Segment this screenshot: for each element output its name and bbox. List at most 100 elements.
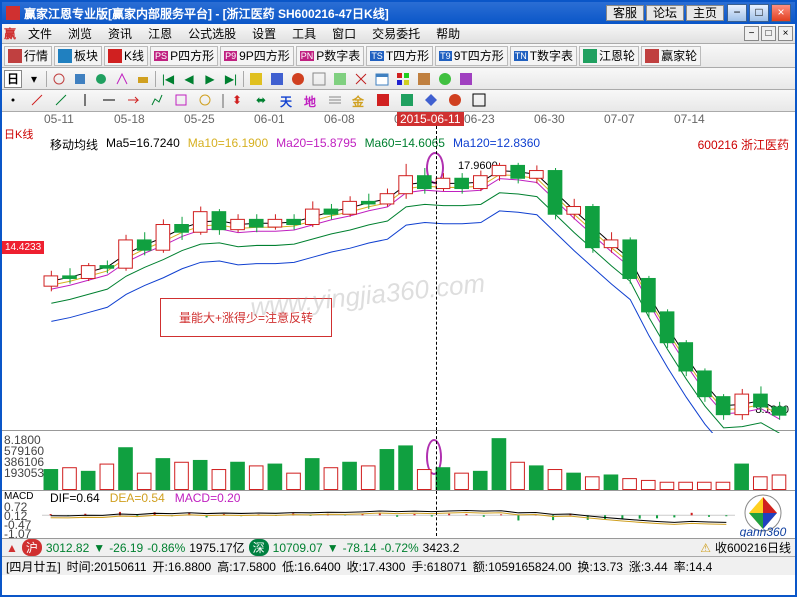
nav-last[interactable]: ▶| bbox=[222, 70, 240, 88]
mdi-close[interactable]: × bbox=[778, 26, 793, 41]
tool-e[interactable] bbox=[134, 70, 152, 88]
luntan-button[interactable]: 论坛 bbox=[646, 5, 684, 21]
b-rate: 率:14.4 bbox=[674, 558, 713, 575]
highlight-date: 2015-06-11 bbox=[397, 112, 464, 126]
dt-6[interactable] bbox=[126, 93, 142, 109]
close-button[interactable]: × bbox=[771, 4, 791, 22]
logo-icon: 赢 bbox=[4, 25, 16, 42]
dt-gold[interactable]: 金 bbox=[352, 93, 368, 109]
dt-e[interactable] bbox=[448, 93, 464, 109]
price-chart[interactable]: 日K线 移动均线 Ma5=16.7240Ma10=16.1900Ma20=15.… bbox=[2, 126, 795, 431]
hu-val: 3012.82 bbox=[46, 541, 89, 555]
btn-7[interactable] bbox=[415, 70, 433, 88]
tb1-3[interactable]: PSP四方形 bbox=[150, 46, 218, 66]
menu-info[interactable]: 资讯 bbox=[100, 25, 140, 42]
b-close: 收:17.4300 bbox=[347, 558, 406, 575]
minimize-button[interactable]: − bbox=[727, 4, 747, 22]
maximize-button[interactable]: □ bbox=[749, 4, 769, 22]
dt-3[interactable] bbox=[54, 93, 70, 109]
btn-cal[interactable] bbox=[373, 70, 391, 88]
b-huan: 换:13.73 bbox=[578, 558, 623, 575]
tool-c[interactable] bbox=[92, 70, 110, 88]
tb1-1[interactable]: 板块 bbox=[54, 46, 102, 66]
tb1-5[interactable]: PNP数字表 bbox=[296, 46, 365, 66]
date-axis: 2015-06-11 05-1105-1805-2506-0106-0806-1… bbox=[2, 112, 795, 126]
menu-formula[interactable]: 公式选股 bbox=[180, 25, 244, 42]
shen-amt: 3423.2 bbox=[423, 541, 460, 555]
btn-2[interactable] bbox=[268, 70, 286, 88]
tool-a[interactable] bbox=[50, 70, 68, 88]
shen-pct: -0.72% bbox=[381, 541, 419, 555]
hu-amt: 1975.17亿 bbox=[189, 539, 244, 556]
nav-next[interactable]: ▶ bbox=[201, 70, 219, 88]
zhuye-button[interactable]: 主页 bbox=[686, 5, 724, 21]
menu-window[interactable]: 窗口 bbox=[324, 25, 364, 42]
dt-c[interactable] bbox=[400, 93, 416, 109]
menu-gann[interactable]: 江恩 bbox=[140, 25, 180, 42]
menu-trade[interactable]: 交易委托 bbox=[364, 25, 428, 42]
menu-file[interactable]: 文件 bbox=[20, 25, 60, 42]
btn-4[interactable] bbox=[310, 70, 328, 88]
nav-first[interactable]: |◀ bbox=[159, 70, 177, 88]
dt-9[interactable] bbox=[198, 93, 214, 109]
dt-hsplit[interactable]: ⬌ bbox=[256, 93, 272, 109]
btn-9[interactable] bbox=[457, 70, 475, 88]
tool-d[interactable] bbox=[113, 70, 131, 88]
b-amt: 额:1059165824.00 bbox=[473, 558, 572, 575]
tb1-8[interactable]: TNT数字表 bbox=[510, 46, 577, 66]
btn-5[interactable] bbox=[331, 70, 349, 88]
macd-chart[interactable]: MACD DIF=0.64 DEA=0.54 MACD=0.20 0.72 0.… bbox=[2, 491, 795, 539]
shen-chg: -78.14 bbox=[343, 541, 377, 555]
dt-d[interactable] bbox=[424, 93, 440, 109]
btn-8[interactable] bbox=[436, 70, 454, 88]
app-icon bbox=[6, 6, 20, 20]
dt-4[interactable] bbox=[78, 93, 94, 109]
kefu-button[interactable]: 客服 bbox=[606, 5, 644, 21]
dt-a[interactable] bbox=[328, 93, 344, 109]
dt-5[interactable] bbox=[102, 93, 118, 109]
btn-6[interactable] bbox=[352, 70, 370, 88]
hu-chg: -26.19 bbox=[109, 541, 143, 555]
mdi-minimize[interactable]: − bbox=[744, 26, 759, 41]
dt-1[interactable] bbox=[6, 93, 22, 109]
tool-b[interactable] bbox=[71, 70, 89, 88]
alert-icon[interactable]: ⚠ bbox=[700, 541, 711, 555]
btn-1[interactable] bbox=[247, 70, 265, 88]
volume-chart[interactable]: 8.1800 579160 386106 193053 bbox=[2, 431, 795, 491]
dropdown-icon[interactable]: ▾ bbox=[25, 70, 43, 88]
tb1-4[interactable]: P99P四方形 bbox=[220, 46, 294, 66]
tb1-6[interactable]: TST四方形 bbox=[366, 46, 433, 66]
tb1-2[interactable]: K线 bbox=[104, 46, 148, 66]
chart-type-label: 日K线 bbox=[4, 126, 33, 142]
nav-prev[interactable]: ◀ bbox=[180, 70, 198, 88]
dt-ten[interactable]: 天 bbox=[280, 93, 296, 109]
drawing-toolbar: ⬍ ⬌ 天 地 金 bbox=[2, 90, 795, 112]
menu-settings[interactable]: 设置 bbox=[244, 25, 284, 42]
btn-grid[interactable] bbox=[394, 70, 412, 88]
b-time: 时间:20150611 bbox=[67, 558, 147, 575]
menu-help[interactable]: 帮助 bbox=[428, 25, 468, 42]
tb1-9[interactable]: 江恩轮 bbox=[579, 46, 639, 66]
period-day[interactable]: 日 bbox=[4, 70, 22, 88]
tb1-7[interactable]: T99T四方形 bbox=[435, 46, 508, 66]
btn-3[interactable] bbox=[289, 70, 307, 88]
b-open: 开:16.8800 bbox=[153, 558, 212, 575]
tb1-10[interactable]: 赢家轮 bbox=[641, 46, 701, 66]
b-zhang: 涨:3.44 bbox=[629, 558, 668, 575]
menu-browse[interactable]: 浏览 bbox=[60, 25, 100, 42]
dt-f[interactable] bbox=[472, 93, 488, 109]
dt-2[interactable] bbox=[30, 93, 46, 109]
title-bar: 赢家江恩专业版[赢家内部服务平台] - [浙江医药 SH600216-47日K线… bbox=[2, 2, 795, 24]
dt-b[interactable] bbox=[376, 93, 392, 109]
tb1-0[interactable]: 行情 bbox=[4, 46, 52, 66]
dt-di[interactable]: 地 bbox=[304, 93, 320, 109]
dt-vsplit[interactable]: ⬍ bbox=[232, 93, 248, 109]
dt-8[interactable] bbox=[174, 93, 190, 109]
menu-tools[interactable]: 工具 bbox=[284, 25, 324, 42]
shen-badge: 深 bbox=[249, 539, 269, 556]
mdi-restore[interactable]: □ bbox=[761, 26, 776, 41]
dt-7[interactable] bbox=[150, 93, 166, 109]
macd-y3: -1.07 bbox=[4, 530, 31, 539]
b-low: 低:16.6400 bbox=[282, 558, 341, 575]
menu-bar: 赢 文件 浏览 资讯 江恩 公式选股 设置 工具 窗口 交易委托 帮助 − □ … bbox=[2, 24, 795, 44]
